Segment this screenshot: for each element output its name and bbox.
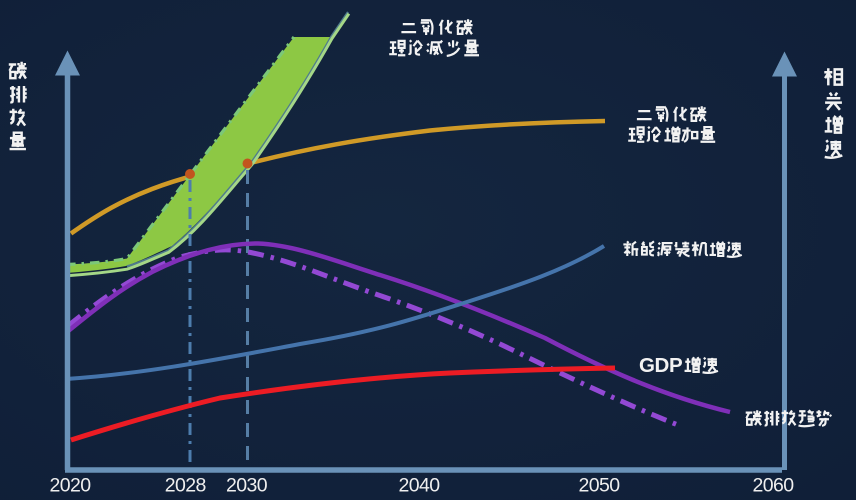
svg-text:2020: 2020 [50,475,92,497]
svg-text:2060: 2060 [753,475,795,497]
svg-text:2030: 2030 [226,475,268,497]
svg-text:2050: 2050 [579,475,621,497]
svg-text:2028: 2028 [165,475,206,497]
svg-text:2040: 2040 [399,475,441,497]
svg-text:GDP: GDP [639,354,682,377]
